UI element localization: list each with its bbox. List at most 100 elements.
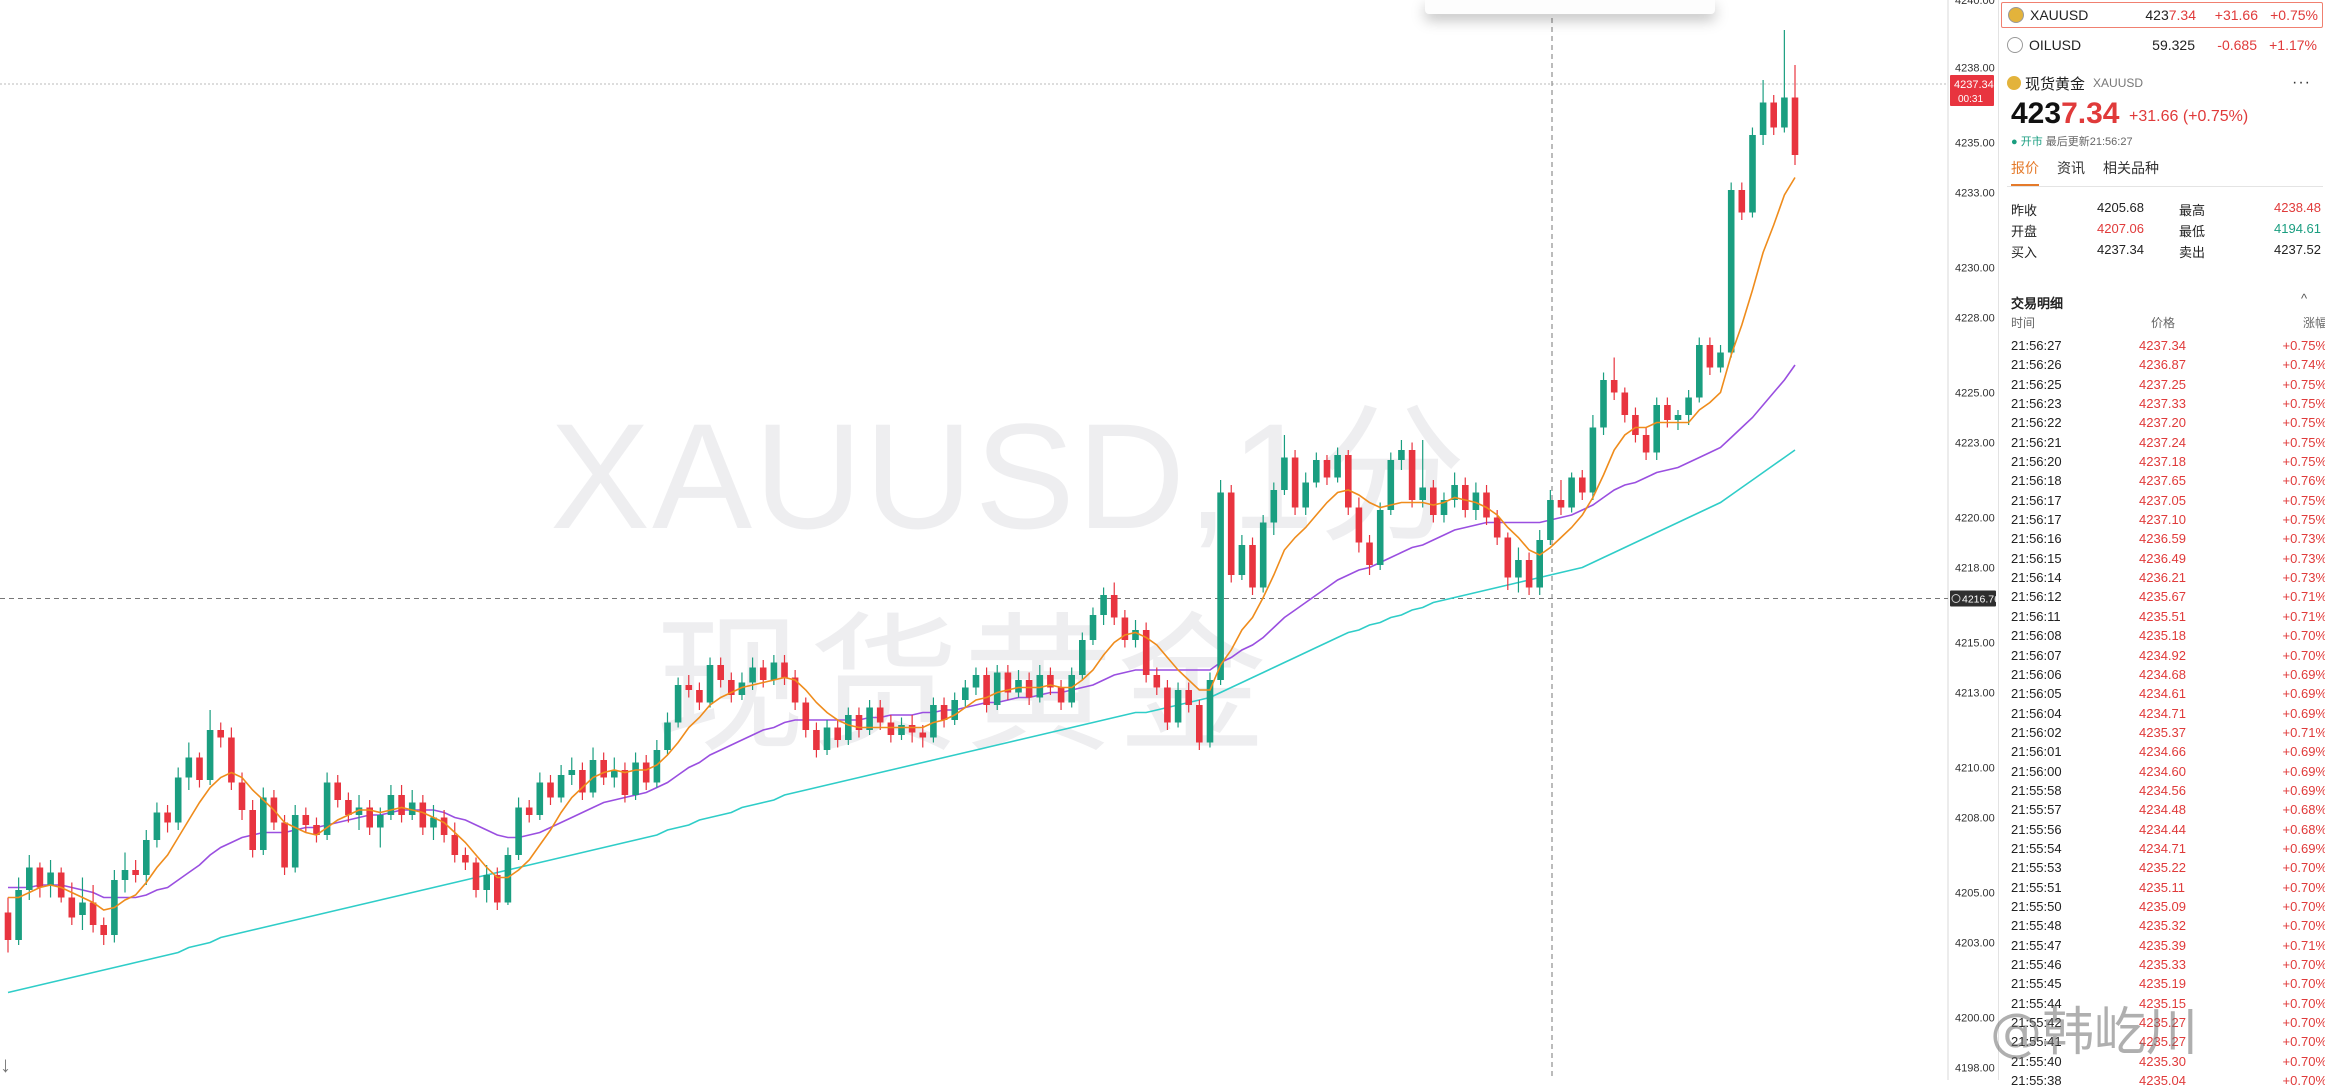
bid-value: 4237.34 <box>2097 242 2144 257</box>
candle-body <box>1674 415 1682 420</box>
last-price-badge <box>1950 75 1994 106</box>
candle-body <box>738 682 746 695</box>
chart-pane[interactable]: XAUUSD,1分 现货黄金 4198.00 4200.00 4203.00 4205… <box>0 0 1998 1080</box>
candle-body <box>781 662 788 678</box>
trade-pct: +0.69% <box>2282 840 2325 856</box>
candle-body <box>1355 507 1363 543</box>
trade-price: 4236.21 <box>2139 570 2186 586</box>
candle-body <box>100 925 107 935</box>
candle-body <box>1196 705 1203 743</box>
trade-row: 21:55:54 4234.71 +0.69% <box>2011 841 2325 860</box>
y-tick-label: 4225.00 <box>1955 388 1995 400</box>
candle-body <box>855 715 863 730</box>
trade-time: 21:56:17 <box>2011 492 2062 508</box>
trade-price: 4235.39 <box>2139 937 2186 953</box>
candle-body <box>1525 560 1533 588</box>
watchlist-change: -0.685 <box>2217 37 2257 53</box>
y-tick-label: 4235.00 <box>1955 138 1995 150</box>
candle-body <box>887 722 895 735</box>
candle-body <box>1376 510 1384 565</box>
candle-body <box>717 665 724 680</box>
candle-body <box>387 795 395 815</box>
candle-body <box>1430 487 1437 515</box>
candle-body <box>611 770 618 778</box>
candle-body <box>196 757 203 780</box>
quote-row-3: 买入 4237.34 卖出 4237.52 <box>2011 242 2321 262</box>
trade-row: 21:55:47 4235.39 +0.71% <box>2011 937 2325 957</box>
collapse-toggle-icon[interactable]: ^ <box>2301 291 2308 306</box>
watchlist-symbol: XAUUSD <box>2030 7 2089 23</box>
candle-body <box>802 702 810 730</box>
watchlist-price-tail: 7.34 <box>2168 7 2196 23</box>
trade-pct: +0.70% <box>2282 1073 2325 1089</box>
candle-body <box>185 757 193 778</box>
trade-time: 21:55:40 <box>2011 1053 2062 1069</box>
candle-body <box>589 760 597 793</box>
trade-price: 4235.32 <box>2139 918 2186 934</box>
candle-body <box>217 730 224 738</box>
trade-time: 21:55:47 <box>2011 937 2062 953</box>
more-menu-icon[interactable]: ··· <box>2292 74 2311 91</box>
trade-pct: +0.68% <box>2282 802 2325 818</box>
candle-body <box>15 890 22 940</box>
candle-body <box>1036 675 1044 698</box>
candle-body <box>557 775 565 798</box>
candle-body <box>483 875 490 890</box>
tab-related[interactable]: 相关品种 <box>2103 160 2159 176</box>
trade-pct: +0.70% <box>2282 1053 2325 1069</box>
candle-body <box>1408 450 1416 500</box>
trade-price: 4234.92 <box>2139 647 2186 663</box>
trade-pct: +0.71% <box>2282 589 2325 605</box>
candle-body <box>759 667 767 680</box>
candle-body <box>1398 450 1405 460</box>
trade-row: 21:55:50 4235.09 +0.70% <box>2011 899 2325 918</box>
weibo-watermark: @韩屹川 <box>1990 1003 2199 1063</box>
trade-time: 21:56:02 <box>2011 724 2062 740</box>
tabs-divider <box>2007 186 2323 187</box>
candle-body <box>770 662 778 680</box>
candlestick-chart[interactable]: 4198.00 4200.00 4203.00 4205.00 4208.00 4210.… <box>0 0 1998 1080</box>
low-value: 4194.61 <box>2274 221 2321 236</box>
candle-body <box>472 862 480 890</box>
trade-row: 21:55:57 4234.48 +0.68% <box>2011 802 2325 821</box>
candle-body <box>823 727 831 750</box>
candle-body <box>685 685 693 690</box>
trades-list[interactable]: 21:56:27 4237.34 +0.75% 21:56:26 4236.87 +0.7… <box>2011 338 2325 1092</box>
low-label: 最低 <box>2179 224 2206 239</box>
candle-body <box>36 867 44 888</box>
trade-price: 4234.68 <box>2139 666 2186 682</box>
candle-body <box>674 685 682 723</box>
watchlist-row[interactable]: OILUSD 59.325 -0.685 +1.17% <box>2001 32 2323 58</box>
candle-body <box>153 812 161 840</box>
tab-news[interactable]: 资讯 <box>2057 160 2085 176</box>
trade-pct: +0.75% <box>2282 376 2325 392</box>
candle-body <box>1142 630 1150 675</box>
trade-time: 21:55:38 <box>2011 1073 2062 1089</box>
trade-row: 21:56:22 4237.20 +0.75% <box>2011 415 2325 434</box>
candle-body <box>1100 595 1107 615</box>
candle-body <box>632 762 639 795</box>
candle-body <box>174 777 182 823</box>
candle-body <box>1270 490 1278 523</box>
open-label: 开盘 <box>2011 224 2038 239</box>
candle-body <box>68 897 76 918</box>
trade-pct: +0.68% <box>2282 821 2325 837</box>
trade-row: 21:55:58 4234.56 +0.69% <box>2011 783 2325 802</box>
watchlist-row[interactable]: XAUUSD 4237.34 +31.66 +0.75% <box>2001 2 2323 28</box>
tab-quote[interactable]: 报价 <box>2011 158 2039 186</box>
trade-price: 4236.59 <box>2139 531 2186 547</box>
trade-price: 4234.44 <box>2139 821 2186 837</box>
candle-body <box>1302 482 1309 508</box>
candle-body <box>281 822 288 868</box>
trade-row: 21:55:48 4235.32 +0.70% <box>2011 918 2325 937</box>
trade-time: 21:56:21 <box>2011 434 2062 450</box>
candle-body <box>1515 560 1522 578</box>
trade-pct: +0.70% <box>2282 976 2325 992</box>
candle-body <box>1345 455 1352 508</box>
candle-body <box>302 815 310 825</box>
trade-time: 21:55:53 <box>2011 860 2062 876</box>
watchlist-change: +31.66 <box>2214 7 2258 23</box>
trade-price: 4237.34 <box>2139 338 2186 353</box>
candle-body <box>1047 675 1054 688</box>
trade-pct: +0.75% <box>2282 415 2325 431</box>
